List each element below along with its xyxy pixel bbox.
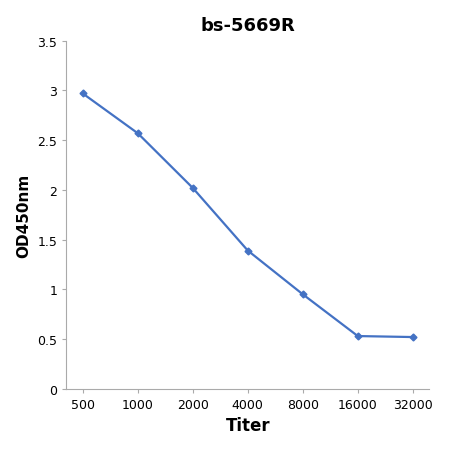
Title: bs-5669R: bs-5669R: [200, 17, 295, 35]
X-axis label: Titer: Titer: [225, 416, 270, 434]
Y-axis label: OD450nm: OD450nm: [17, 173, 32, 258]
